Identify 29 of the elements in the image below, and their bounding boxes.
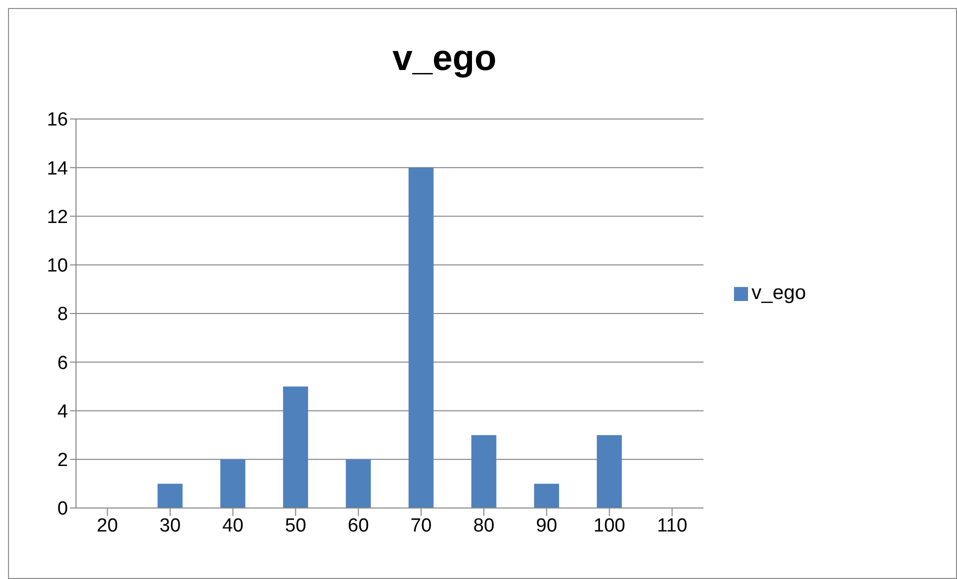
x-tick-label: 110 (656, 515, 688, 536)
y-tick-label: 8 (57, 304, 68, 326)
legend-label: v_ego (752, 282, 806, 304)
y-tick-label: 12 (46, 206, 68, 228)
bar (534, 484, 560, 508)
x-tick-label: 20 (96, 515, 118, 536)
bar (596, 435, 622, 508)
chart-title: v_ego (391, 37, 498, 79)
x-tick-label: 30 (160, 515, 181, 536)
y-tick-label: 10 (46, 256, 68, 277)
bar (408, 168, 434, 508)
y-tick-label: 6 (57, 352, 68, 374)
x-tick-label: 80 (473, 515, 494, 536)
x-tick-label: 100 (594, 515, 626, 536)
y-tick-label: 14 (46, 158, 68, 180)
bar (283, 386, 308, 508)
y-tick-label: 4 (57, 401, 68, 422)
y-tick-label: 16 (46, 110, 68, 131)
x-tick-label: 40 (222, 515, 244, 536)
x-tick-label: 90 (536, 515, 558, 536)
x-tick-label: 50 (285, 515, 306, 536)
bar (220, 459, 246, 508)
bar (346, 459, 371, 508)
bar (158, 484, 183, 508)
bar (471, 435, 496, 508)
y-tick-label: 2 (57, 450, 68, 472)
y-tick-label: 0 (57, 498, 68, 520)
x-tick-label: 70 (410, 515, 432, 536)
x-tick-label: 60 (348, 515, 369, 536)
